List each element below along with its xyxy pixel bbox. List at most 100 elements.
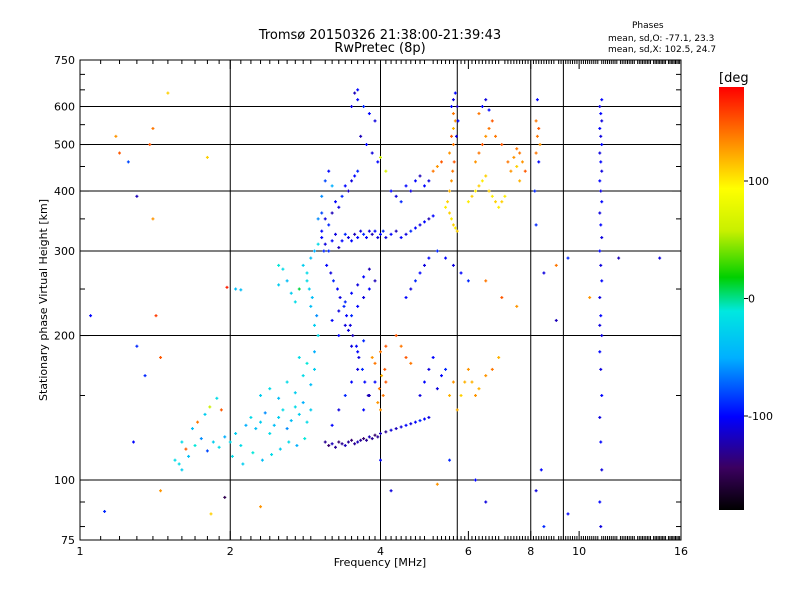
data-point <box>599 525 603 529</box>
data-point <box>277 415 281 419</box>
colorbar-tick-label: 100 <box>748 175 769 188</box>
data-point <box>658 256 662 260</box>
data-point <box>480 105 484 109</box>
data-point <box>484 500 488 504</box>
data-point <box>373 119 377 123</box>
data-point <box>600 143 604 147</box>
data-point <box>329 271 333 275</box>
data-point <box>600 98 604 102</box>
data-point <box>330 442 334 446</box>
data-point <box>537 160 541 164</box>
data-point <box>215 396 219 400</box>
data-point <box>159 355 163 359</box>
data-point <box>399 200 403 204</box>
data-point <box>260 458 264 462</box>
data-point <box>370 355 374 359</box>
data-point <box>600 200 604 204</box>
data-point <box>356 304 360 308</box>
data-point <box>440 374 444 378</box>
data-point <box>190 427 194 431</box>
data-point <box>449 134 453 138</box>
data-point <box>409 189 413 193</box>
x-tick-label: 2 <box>227 545 234 558</box>
data-point <box>598 126 602 130</box>
data-point <box>451 169 455 173</box>
data-point <box>446 200 450 204</box>
data-point <box>103 509 107 513</box>
data-point <box>473 160 477 164</box>
data-point <box>343 300 347 304</box>
data-point <box>307 287 311 291</box>
data-point <box>325 263 329 267</box>
data-point <box>345 314 349 318</box>
data-point <box>268 387 272 391</box>
data-point <box>520 160 524 164</box>
data-point <box>404 355 408 359</box>
data-point <box>466 367 470 371</box>
data-point <box>285 279 289 283</box>
data-point <box>219 408 223 412</box>
data-point <box>418 394 422 398</box>
data-point <box>599 189 603 193</box>
data-point <box>600 169 604 173</box>
data-point <box>166 91 170 95</box>
data-point <box>455 134 459 138</box>
data-point <box>381 229 385 233</box>
axis-ticks <box>79 59 682 541</box>
y-tick-label: 200 <box>54 330 75 343</box>
data-point <box>599 367 603 371</box>
data-point <box>539 468 543 472</box>
data-point <box>418 223 422 227</box>
colorbar-tick-label: -100 <box>748 410 773 423</box>
data-point <box>263 411 267 415</box>
data-point <box>316 242 320 246</box>
data-point <box>384 344 388 348</box>
data-point <box>254 427 258 431</box>
data-point <box>431 355 435 359</box>
data-point <box>327 223 331 227</box>
data-point <box>277 396 281 400</box>
data-point <box>305 271 309 275</box>
data-point <box>346 189 350 193</box>
data-point <box>515 147 519 151</box>
data-point <box>455 105 459 109</box>
data-point <box>346 236 350 240</box>
y-tick-label: 400 <box>54 185 75 198</box>
data-point <box>554 318 558 322</box>
data-point <box>337 246 341 250</box>
data-point <box>490 119 494 123</box>
data-point <box>301 401 305 405</box>
data-point <box>494 134 498 138</box>
data-point <box>357 355 361 359</box>
data-point <box>359 229 363 233</box>
data-point <box>327 169 331 173</box>
data-point <box>322 249 326 253</box>
data-point <box>323 217 327 221</box>
data-points <box>89 88 662 529</box>
data-point <box>480 143 484 147</box>
x-tick-label: 6 <box>465 545 472 558</box>
data-point <box>268 432 272 436</box>
data-point <box>500 200 504 204</box>
data-point <box>384 380 388 384</box>
data-point <box>451 112 455 116</box>
data-point <box>293 405 297 409</box>
data-point <box>370 437 374 441</box>
data-point <box>470 194 474 198</box>
data-point <box>409 361 413 365</box>
x-tick-label: 4 <box>377 545 384 558</box>
data-point <box>89 314 93 318</box>
data-point <box>413 226 417 230</box>
data-point <box>249 415 253 419</box>
data-point <box>598 296 602 300</box>
data-point <box>455 229 459 233</box>
data-point <box>367 229 371 233</box>
data-point <box>379 408 382 412</box>
data-point <box>365 236 369 240</box>
data-point <box>337 408 341 412</box>
data-point <box>305 420 309 424</box>
data-point <box>230 454 234 458</box>
data-point <box>234 287 238 291</box>
data-point <box>285 380 289 384</box>
data-point <box>413 420 417 424</box>
